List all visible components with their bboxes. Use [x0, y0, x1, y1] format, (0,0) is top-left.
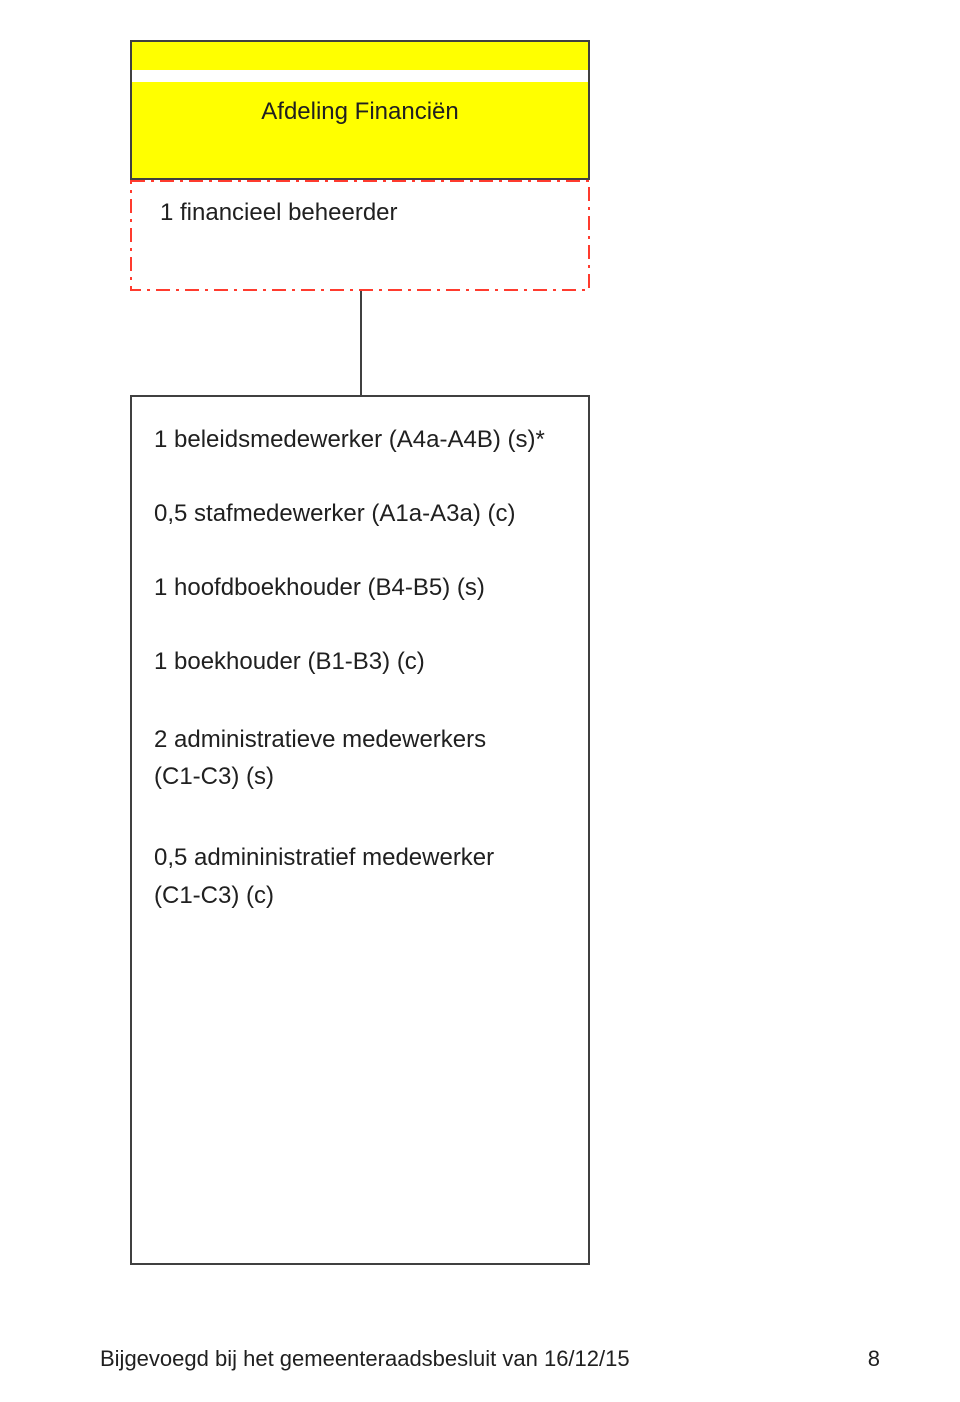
connector-line: [360, 291, 362, 395]
header-fill-top: [132, 42, 588, 70]
main-box: 1 beleidsmedewerker (A4a-A4B) (s)* 0,5 s…: [130, 395, 590, 1265]
entry-4: 2 administratieve medewerkers (C1-C3) (s…: [154, 721, 566, 795]
entry-5: 0,5 admininistratief medewerker (C1-C3) …: [154, 839, 566, 913]
entry-5-line1: 0,5 admininistratief medewerker: [154, 839, 566, 876]
entry-1: 0,5 stafmedewerker (A1a-A3a) (c): [154, 499, 566, 529]
entry-0: 1 beleidsmedewerker (A4a-A4B) (s)*: [154, 425, 566, 455]
footer-page-number: 8: [868, 1346, 880, 1372]
page: Afdeling Financiën 1 financieel beheerde…: [0, 0, 960, 1402]
entry-4-line1: 2 administratieve medewerkers: [154, 721, 566, 758]
header-title: Afdeling Financiën: [132, 98, 588, 126]
entry-4-line2: (C1-C3) (s): [154, 758, 566, 795]
header-fill-strip: [132, 82, 588, 178]
dashed-rect: [131, 181, 589, 290]
footer-left: Bijgevoegd bij het gemeenteraadsbesluit …: [100, 1346, 630, 1372]
dashed-border-svg: [130, 180, 590, 292]
dashed-box: 1 financieel beheerder: [130, 191, 590, 291]
entry-5-line2: (C1-C3) (c): [154, 877, 566, 914]
header-box: Afdeling Financiën: [130, 40, 590, 180]
footer: Bijgevoegd bij het gemeenteraadsbesluit …: [100, 1346, 880, 1372]
entry-3: 1 boekhouder (B1-B3) (c): [154, 647, 566, 677]
dashed-text: 1 financieel beheerder: [160, 199, 398, 227]
entry-2: 1 hoofdboekhouder (B4-B5) (s): [154, 573, 566, 603]
